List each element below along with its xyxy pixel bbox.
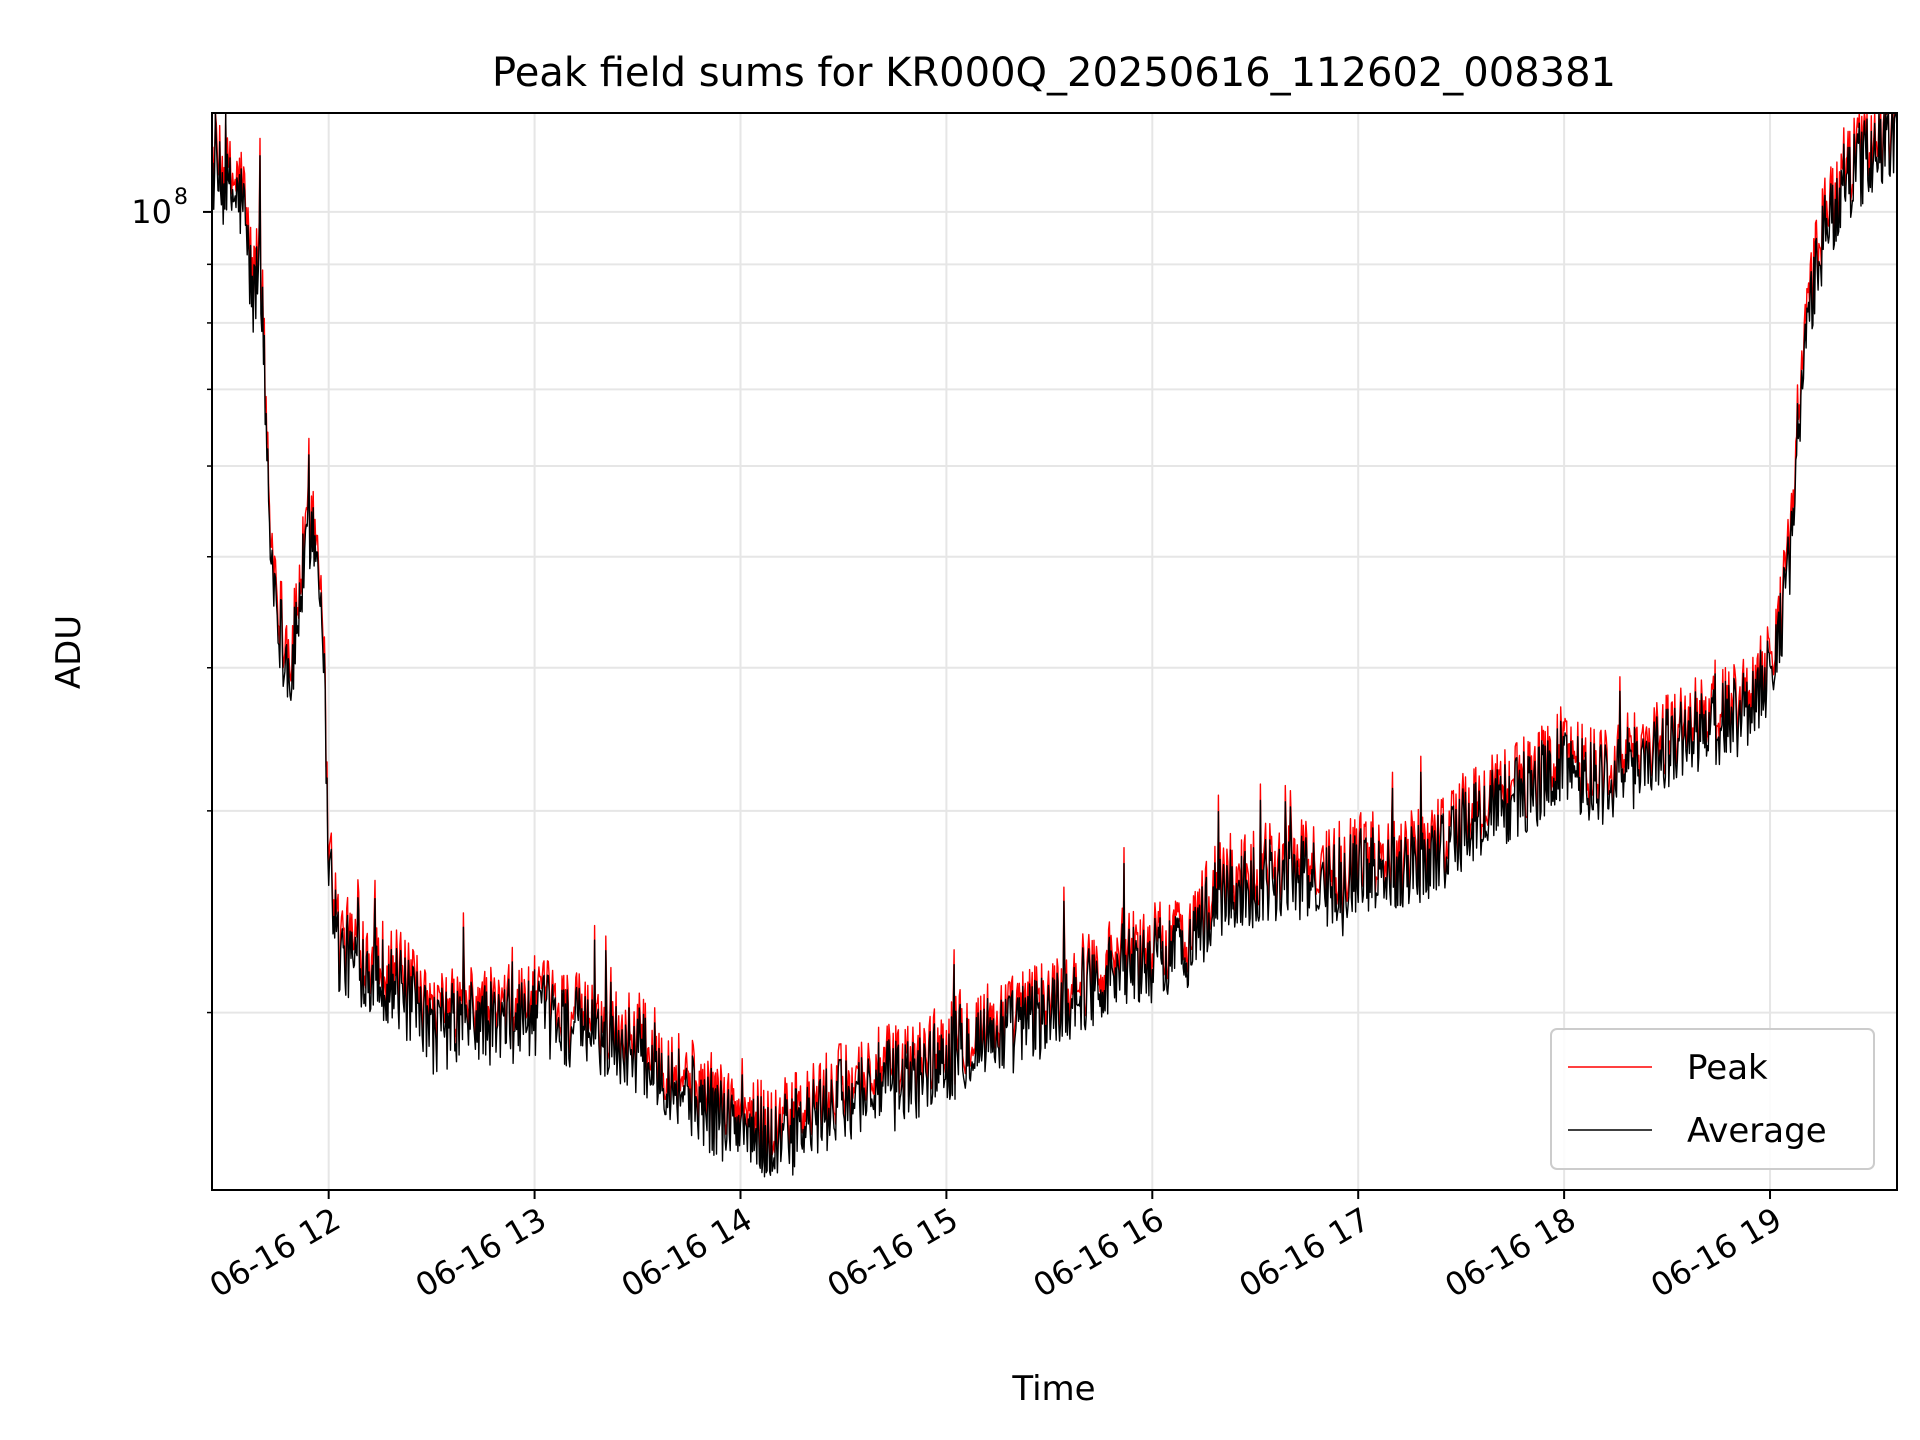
- x-tick-label: 06-16 18: [1439, 1200, 1583, 1305]
- x-tick-label: 06-16 19: [1644, 1200, 1788, 1305]
- legend-label-average: Average: [1687, 1111, 1827, 1151]
- y-tick-exponent: 8: [174, 185, 188, 210]
- plot-frame: [211, 112, 1898, 1191]
- legend-label-peak: Peak: [1687, 1048, 1768, 1088]
- y-tick-label: 10: [131, 193, 172, 231]
- series-layer: [211, 112, 1898, 1178]
- series-line-average: [211, 112, 1898, 1178]
- chart-title: Peak field sums for KR000Q_20250616_1126…: [492, 50, 1616, 96]
- x-tick-label: 06-16 17: [1233, 1200, 1377, 1305]
- x-tick-label: 06-16 12: [203, 1200, 347, 1305]
- x-tick-label: 06-16 14: [615, 1200, 759, 1305]
- legend: Peak Average: [1550, 1028, 1875, 1170]
- grid: [212, 113, 1897, 1190]
- x-tick-label: 06-16 16: [1027, 1200, 1171, 1305]
- x-axis-label: Time: [1011, 1369, 1095, 1409]
- x-tick-label: 06-16 15: [821, 1200, 965, 1305]
- y-axis-ticks: 10 8: [131, 185, 212, 1014]
- y-axis-label: ADU: [49, 615, 89, 689]
- x-tick-label: 06-16 13: [409, 1200, 553, 1305]
- x-axis-ticks: 06-16 12 06-16 13 06-16 14 06-16 15 06-16 16…: [203, 1190, 1788, 1305]
- legend-box: [1550, 1028, 1875, 1170]
